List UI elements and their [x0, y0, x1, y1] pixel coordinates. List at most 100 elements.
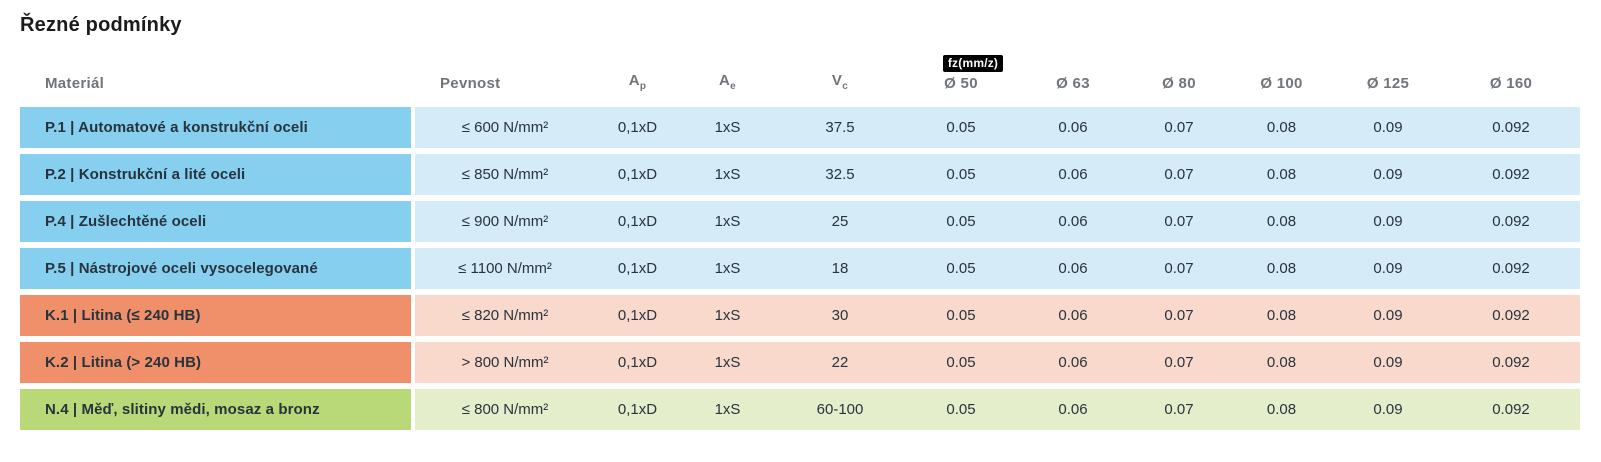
col-header-d125: Ø 125	[1366, 75, 1410, 92]
col-header-d100: Ø 100	[1260, 75, 1303, 92]
ae-cell: 1xS	[680, 154, 775, 195]
fz-d63-cell: 0.06	[1017, 389, 1129, 430]
fz-d100-cell: 0.08	[1229, 201, 1334, 242]
fz-d125-cell: 0.09	[1334, 342, 1442, 383]
fz-d100-cell: 0.08	[1229, 248, 1334, 289]
pevnost-cell: ≤ 850 N/mm²	[415, 154, 595, 195]
ap-symbol: A	[628, 72, 640, 89]
material-cell: N.4 | Měď, slitiny mědi, mosaz a bronz	[20, 389, 415, 430]
fz-d125-cell: 0.09	[1334, 154, 1442, 195]
ae-cell: 1xS	[680, 342, 775, 383]
pevnost-cell: ≤ 1100 N/mm²	[415, 248, 595, 289]
fz-d50-cell: 0.05	[905, 342, 1017, 383]
fz-d125-cell: 0.09	[1334, 295, 1442, 336]
ap-cell: 0,1xD	[595, 342, 680, 383]
fz-d125-cell: 0.09	[1334, 248, 1442, 289]
table-row: P.1 | Automatové a konstrukční oceli ≤ 60…	[20, 107, 1580, 148]
fz-d50-cell: 0.05	[905, 201, 1017, 242]
fz-d100-cell: 0.08	[1229, 295, 1334, 336]
ap-cell: 0,1xD	[595, 295, 680, 336]
fz-d80-cell: 0.07	[1129, 295, 1229, 336]
table-body: P.1 | Automatové a konstrukční oceli ≤ 60…	[20, 107, 1580, 430]
ap-cell: 0,1xD	[595, 201, 680, 242]
d50-label: Ø 50	[944, 75, 978, 92]
material-cell: K.2 | Litina (> 240 HB)	[20, 342, 415, 383]
table-row: K.2 | Litina (> 240 HB) > 800 N/mm² 0,1xD 1…	[20, 342, 1580, 383]
fz-d50-cell: 0.05	[905, 154, 1017, 195]
table-row: N.4 | Měď, slitiny mědi, mosaz a bronz ≤ …	[20, 389, 1580, 430]
pevnost-cell: ≤ 900 N/mm²	[415, 201, 595, 242]
ap-subscript: p	[639, 81, 647, 92]
fz-d100-cell: 0.08	[1229, 389, 1334, 430]
fz-d80-cell: 0.07	[1129, 389, 1229, 430]
vc-cell: 18	[775, 248, 905, 289]
pevnost-cell: ≤ 820 N/mm²	[415, 295, 595, 336]
cutting-conditions-table: Materiál Pevnost Ap Ae Vc fz(mm/z) Ø 50 …	[20, 49, 1580, 436]
material-cell: P.1 | Automatové a konstrukční oceli	[20, 107, 415, 148]
material-cell: P.4 | Zušlechtěné oceli	[20, 201, 415, 242]
ap-cell: 0,1xD	[595, 154, 680, 195]
fz-d100-cell: 0.08	[1229, 342, 1334, 383]
col-header-vc: Vc	[775, 55, 905, 101]
fz-d160-cell: 0.092	[1442, 201, 1580, 242]
ae-subscript: e	[730, 81, 736, 92]
fz-d63-cell: 0.06	[1017, 295, 1129, 336]
ae-cell: 1xS	[680, 201, 775, 242]
vc-symbol: V	[831, 72, 843, 89]
ae-symbol: A	[718, 72, 731, 89]
fz-d100-cell: 0.08	[1229, 154, 1334, 195]
vc-cell: 22	[775, 342, 905, 383]
fz-d63-cell: 0.06	[1017, 201, 1129, 242]
vc-cell: 25	[775, 201, 905, 242]
fz-d63-cell: 0.06	[1017, 342, 1129, 383]
fz-d125-cell: 0.09	[1334, 389, 1442, 430]
fz-unit-badge: fz(mm/z)	[942, 55, 1004, 72]
col-header-material: Materiál	[45, 75, 105, 92]
col-header-ae: Ae	[680, 55, 775, 101]
vc-cell: 30	[775, 295, 905, 336]
ap-cell: 0,1xD	[595, 248, 680, 289]
fz-d160-cell: 0.092	[1442, 389, 1580, 430]
fz-d100-cell: 0.08	[1229, 107, 1334, 148]
fz-d80-cell: 0.07	[1129, 201, 1229, 242]
fz-d125-cell: 0.09	[1334, 201, 1442, 242]
material-cell: P.2 | Konstrukční a lité oceli	[20, 154, 415, 195]
pevnost-cell: > 800 N/mm²	[415, 342, 595, 383]
vc-cell: 60-100	[775, 389, 905, 430]
fz-d160-cell: 0.092	[1442, 248, 1580, 289]
vc-cell: 32.5	[775, 154, 905, 195]
fz-d63-cell: 0.06	[1017, 107, 1129, 148]
ae-cell: 1xS	[680, 248, 775, 289]
fz-d160-cell: 0.092	[1442, 107, 1580, 148]
pevnost-cell: ≤ 600 N/mm²	[415, 107, 595, 148]
fz-d80-cell: 0.07	[1129, 248, 1229, 289]
fz-d63-cell: 0.06	[1017, 154, 1129, 195]
col-header-d160: Ø 160	[1489, 75, 1533, 92]
page-title: Řezné podmínky	[20, 14, 182, 36]
fz-d80-cell: 0.07	[1129, 342, 1229, 383]
table-row: K.1 | Litina (≤ 240 HB) ≤ 820 N/mm² 0,1xD 1…	[20, 295, 1580, 336]
col-header-pevnost: Pevnost	[440, 75, 501, 92]
fz-d125-cell: 0.09	[1334, 107, 1442, 148]
ae-cell: 1xS	[680, 295, 775, 336]
fz-d50-cell: 0.05	[905, 295, 1017, 336]
material-cell: P.5 | Nástrojové oceli vysocelegované	[20, 248, 415, 289]
material-cell: K.1 | Litina (≤ 240 HB)	[20, 295, 415, 336]
header-row: Materiál Pevnost Ap Ae Vc fz(mm/z) Ø 50 …	[20, 55, 1580, 101]
fz-d50-cell: 0.05	[905, 107, 1017, 148]
fz-d50-cell: 0.05	[905, 389, 1017, 430]
ae-cell: 1xS	[680, 389, 775, 430]
fz-d80-cell: 0.07	[1129, 154, 1229, 195]
fz-d80-cell: 0.07	[1129, 107, 1229, 148]
ap-cell: 0,1xD	[595, 107, 680, 148]
pevnost-cell: ≤ 800 N/mm²	[415, 389, 595, 430]
col-header-d50: fz(mm/z) Ø 50	[905, 55, 1017, 101]
ap-cell: 0,1xD	[595, 389, 680, 430]
col-header-d63: Ø 63	[1056, 75, 1090, 92]
vc-cell: 37.5	[775, 107, 905, 148]
col-header-d80: Ø 80	[1162, 75, 1196, 92]
table-row: P.4 | Zušlechtěné oceli ≤ 900 N/mm² 0,1xD 1…	[20, 201, 1580, 242]
fz-d160-cell: 0.092	[1442, 295, 1580, 336]
fz-d160-cell: 0.092	[1442, 342, 1580, 383]
col-header-ap: Ap	[595, 55, 680, 101]
